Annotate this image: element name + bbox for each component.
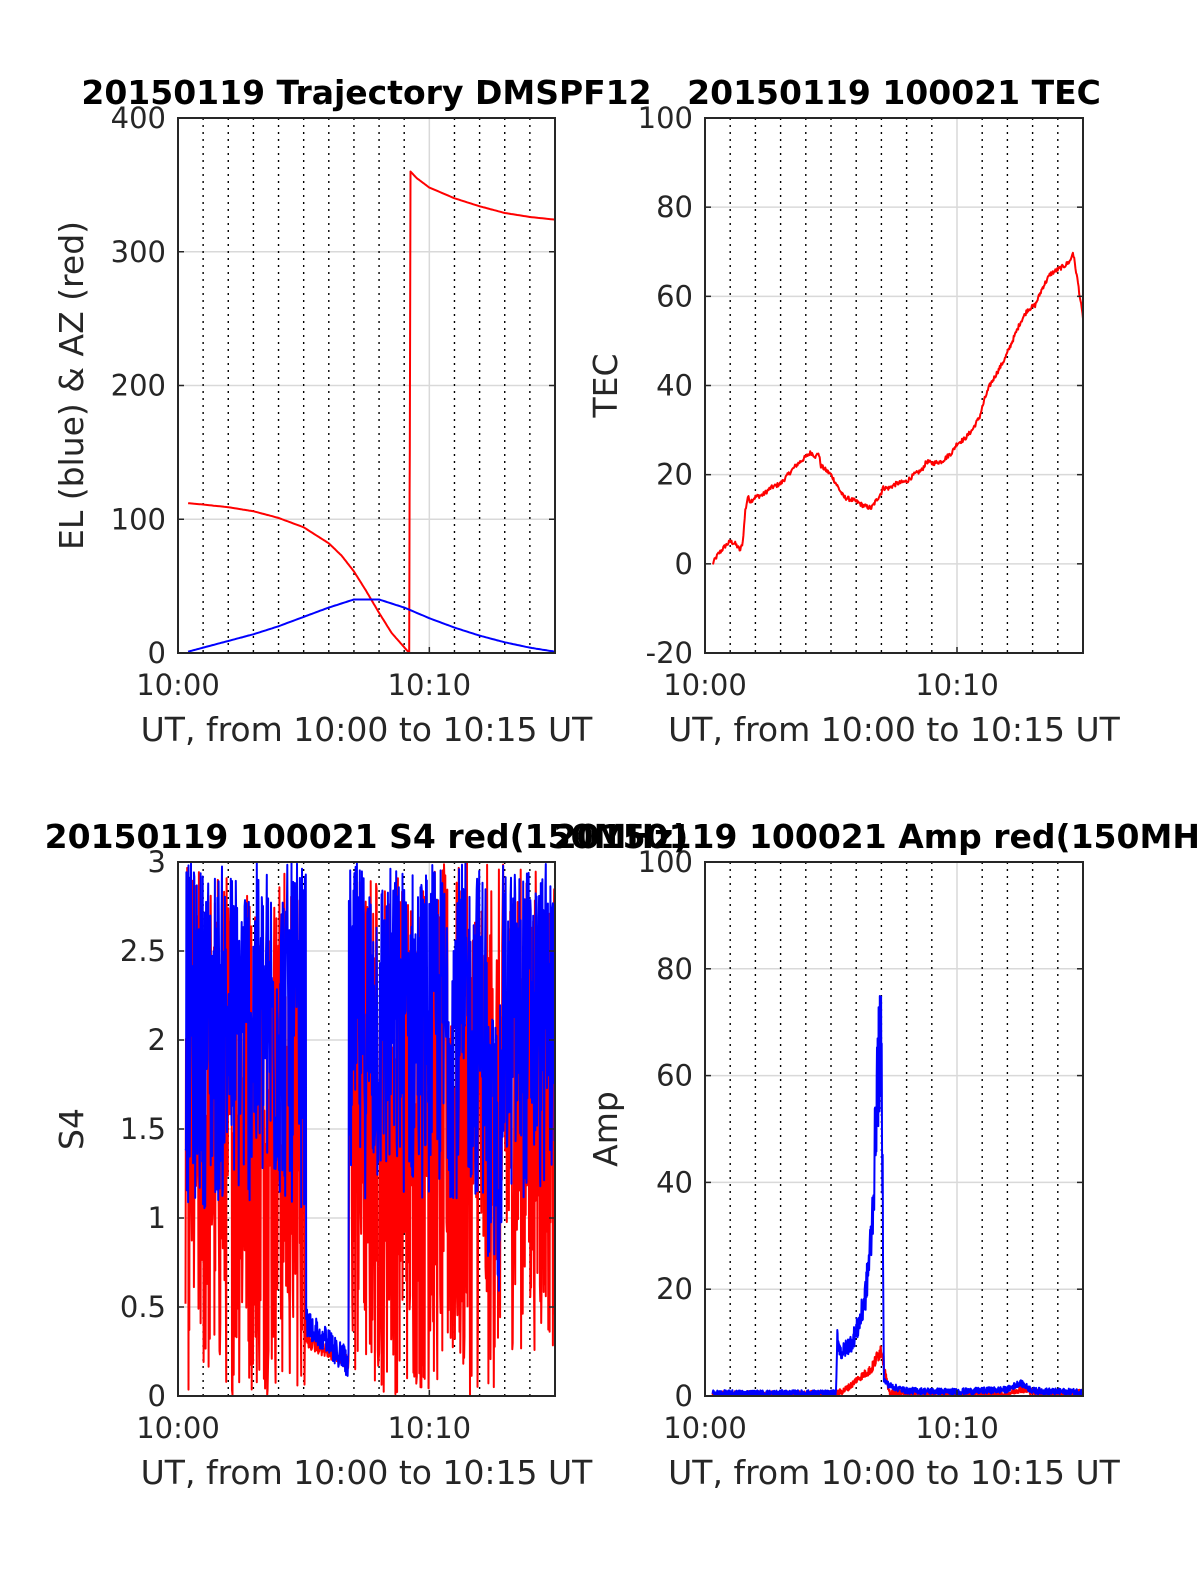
y-axis-label: TEC	[586, 353, 625, 418]
series-line	[711, 251, 1083, 565]
x-tick-label: 10:10	[915, 1411, 999, 1445]
y-tick-label: 2.5	[120, 934, 166, 968]
trajectory-panel: 0 100 200 300 400 10:00 10:10 UT, from 10:00 to…	[52, 73, 652, 749]
y-tick-label: 1	[148, 1201, 166, 1235]
series-group	[184, 862, 555, 1396]
x-tick-label: 10:10	[388, 668, 472, 702]
y-tick-label: 20	[656, 458, 693, 492]
series-group	[711, 995, 1083, 1396]
tec-panel: -20 0 20 40 60 80 100 10:00 10:10 UT, from 10:00 …	[586, 73, 1121, 749]
y-tick-label: -20	[646, 636, 693, 670]
x-tick-label: 10:00	[136, 1411, 220, 1445]
y-tick-label: 80	[656, 952, 693, 986]
y-tick-label: 80	[656, 190, 693, 224]
y-tick-label: 300	[111, 235, 166, 269]
y-tick-label: 60	[656, 279, 693, 313]
y-tick-label: 100	[638, 101, 693, 135]
y-axis-label: Amp	[586, 1091, 625, 1167]
y-tick-label: 20	[656, 1272, 693, 1306]
x-axis-label: UT, from 10:00 to 10:15 UT	[668, 1453, 1121, 1492]
y-axis-label: EL (blue) & AZ (red)	[52, 221, 91, 550]
y-tick-label: 0	[675, 547, 693, 581]
y-axis-label: S4	[52, 1108, 91, 1150]
series-group	[187, 170, 555, 653]
chart-title: 20150119 Trajectory DMSPF12	[81, 73, 651, 112]
series-line	[187, 598, 555, 653]
y-tick-label: 0	[148, 636, 166, 670]
x-axis-label: UT, from 10:00 to 10:15 UT	[141, 710, 594, 749]
y-tick-label: 3	[148, 845, 166, 879]
y-tick-label: 1.5	[120, 1112, 166, 1146]
x-axis-label: UT, from 10:00 to 10:15 UT	[668, 710, 1121, 749]
amp-panel: 0 20 40 60 80 100 10:00 10:10 UT, from 10:00 to …	[554, 817, 1200, 1492]
series-group	[711, 251, 1083, 565]
y-tick-label: 100	[638, 845, 693, 879]
y-tick-label: 100	[111, 502, 166, 536]
chart-title: 20150119 100021 TEC	[687, 73, 1101, 112]
chart-title: 20150119 100021 Amp red(150MHz)	[554, 817, 1200, 856]
series-line	[188, 170, 555, 653]
axes-box	[704, 861, 1084, 1397]
x-axis-label: UT, from 10:00 to 10:15 UT	[141, 1453, 594, 1492]
plot-area	[705, 862, 1083, 1396]
series-line	[184, 862, 555, 1377]
x-tick-label: 10:00	[136, 668, 220, 702]
y-tick-label: 40	[656, 369, 693, 403]
y-tick-label: 0	[675, 1379, 693, 1413]
y-tick-label: 200	[111, 369, 166, 403]
x-tick-label: 10:00	[663, 668, 747, 702]
y-tick-label: 60	[656, 1059, 693, 1093]
s4-panel: 0 0.5 1 1.5 2 2.5 3 10:00 10:10 UT, from 10:00 to…	[45, 817, 689, 1492]
y-tick-label: 2	[148, 1023, 166, 1057]
series-line	[711, 995, 1083, 1396]
x-tick-label: 10:10	[915, 668, 999, 702]
x-tick-label: 10:00	[663, 1411, 747, 1445]
chart-title: 20150119 100021 S4 red(150MHz)	[45, 817, 689, 856]
y-tick-label: 0.5	[120, 1290, 166, 1324]
y-tick-label: 40	[656, 1165, 693, 1199]
y-tick-label: 0	[148, 1379, 166, 1413]
y-tick-label: 400	[111, 101, 166, 135]
x-tick-label: 10:10	[388, 1411, 472, 1445]
